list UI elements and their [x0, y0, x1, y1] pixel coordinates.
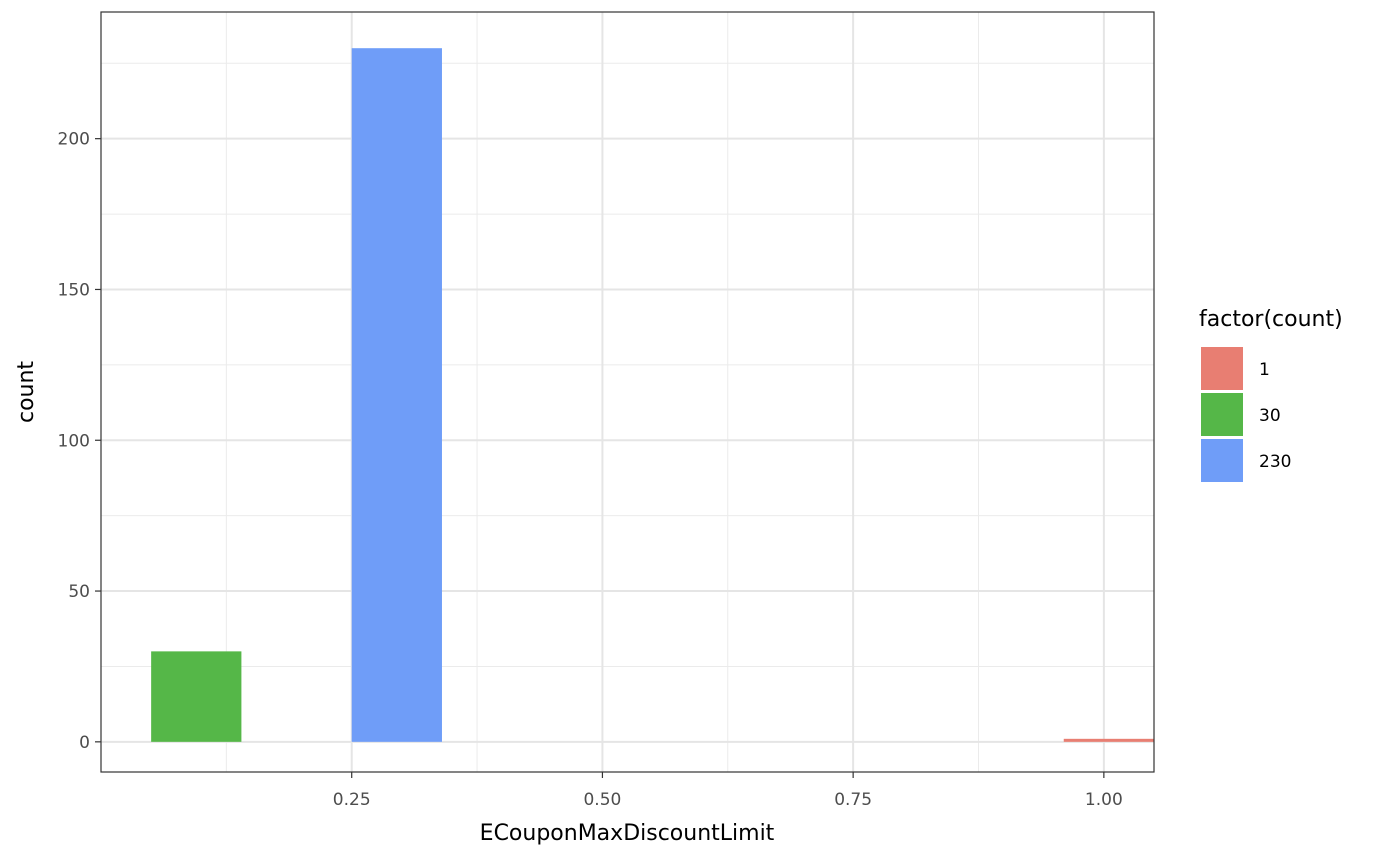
x-axis-title: ECouponMaxDiscountLimit — [480, 821, 775, 846]
bar-1 — [1063, 738, 1154, 742]
bar-30 — [151, 651, 242, 742]
bar-230 — [351, 48, 442, 742]
bars — [151, 48, 1154, 742]
y-tick-label: 150 — [58, 280, 90, 300]
y-tick-label: 100 — [58, 431, 90, 451]
panel-border — [100, 11, 1155, 773]
x-tick-label: 0.50 — [583, 790, 621, 810]
x-tick-label: 1.00 — [1085, 790, 1123, 810]
legend-key-230 — [1201, 439, 1243, 482]
legend-label-1: 1 — [1259, 360, 1270, 380]
x-axis: 0.25 0.50 0.75 1.00 — [333, 772, 1123, 810]
y-axis: 0 50 100 150 200 — [58, 130, 101, 753]
y-tick-label: 0 — [79, 733, 90, 753]
major-gridlines — [101, 12, 1154, 772]
legend-label-30: 30 — [1259, 406, 1281, 426]
panel-background — [101, 12, 1154, 772]
x-tick-label: 0.25 — [333, 790, 371, 810]
y-tick-label: 200 — [58, 130, 90, 150]
legend-label-230: 230 — [1259, 452, 1291, 472]
x-tick-label: 0.75 — [834, 790, 872, 810]
legend-title: factor(count) — [1199, 307, 1343, 332]
legend-key-30 — [1201, 393, 1243, 436]
y-tick-label: 50 — [68, 582, 90, 602]
legend-key-1 — [1201, 347, 1243, 390]
legend: factor(count) 1 30 230 — [1199, 307, 1343, 482]
y-axis-title: count — [14, 361, 39, 423]
